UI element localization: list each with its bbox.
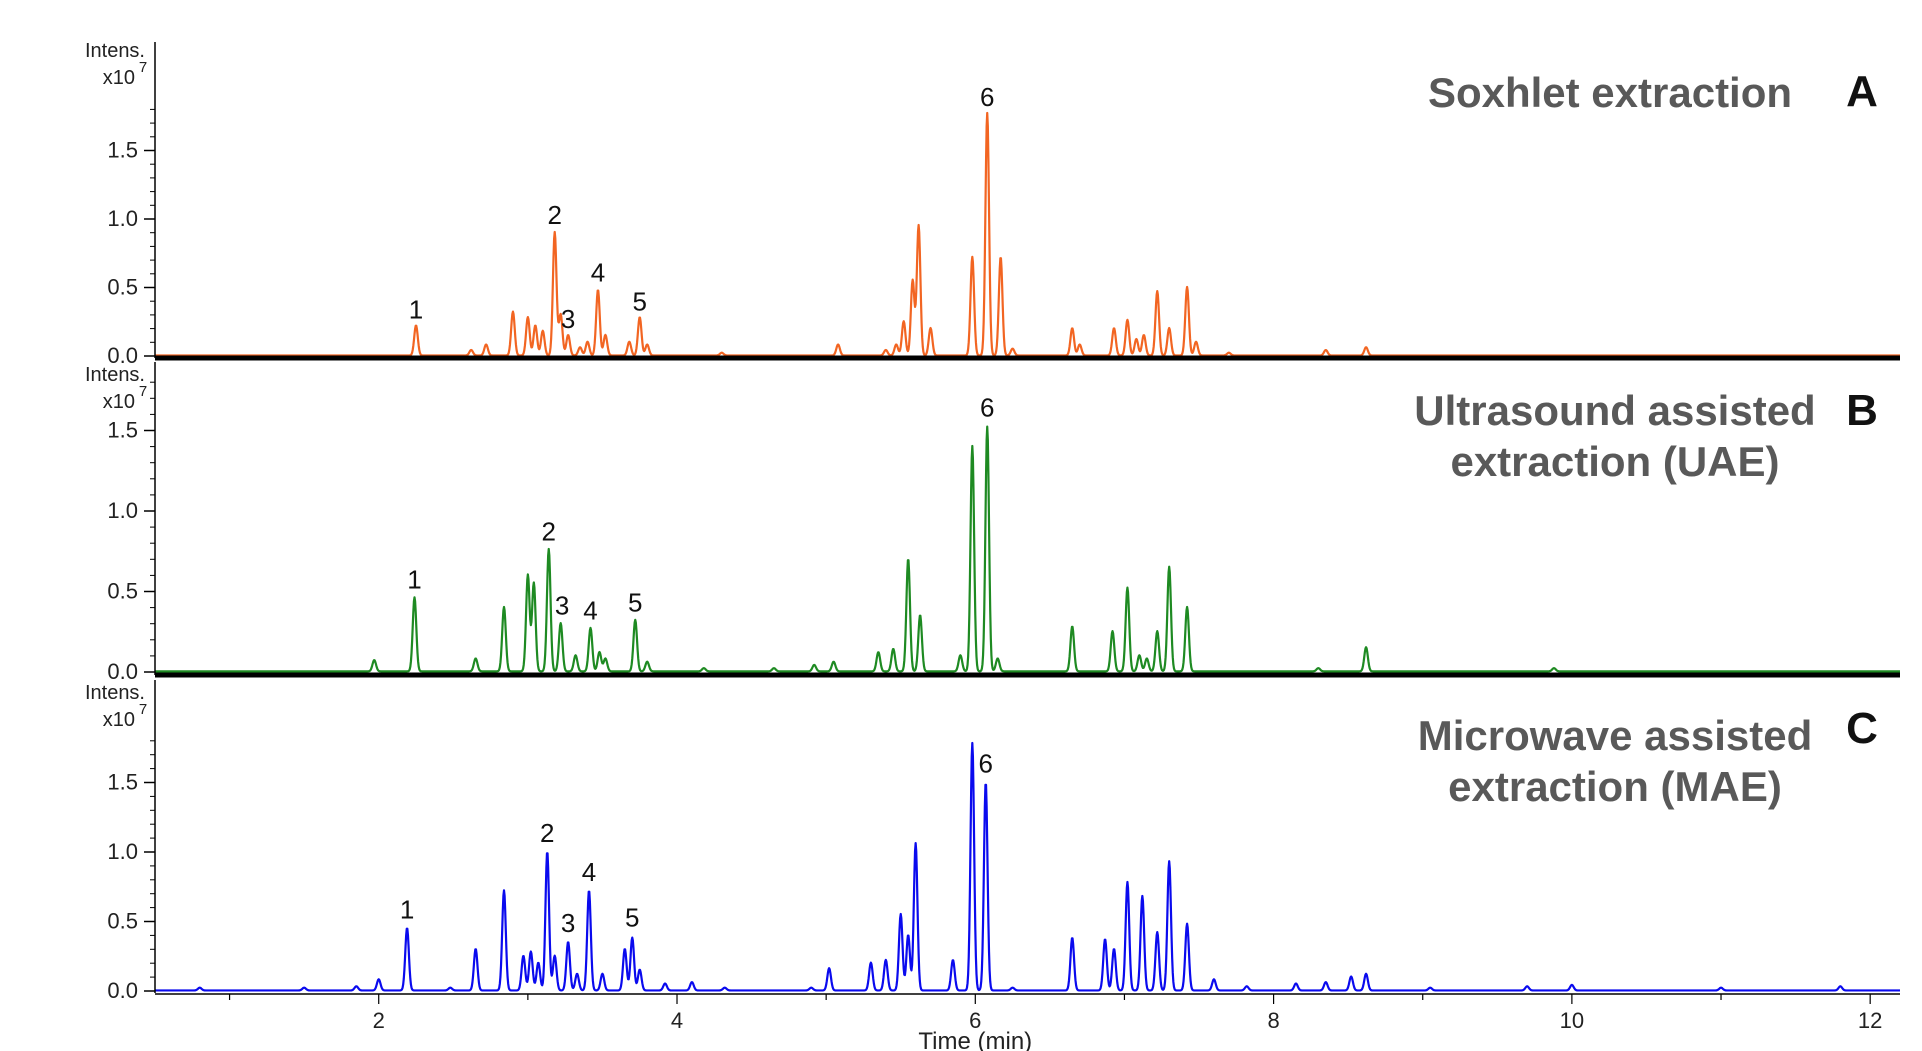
y-tick-label: 0.0	[107, 978, 138, 1003]
y-scale-label: x10	[103, 391, 135, 413]
panel-title-line: extraction (UAE)	[1450, 438, 1779, 485]
y-axis-label: Intens.	[85, 40, 145, 62]
peak-label-5: 5	[625, 903, 639, 933]
y-axis-label: Intens.	[85, 364, 145, 386]
panel-a: 0.0 0.5 1.0 1.5 Intens. x10 7 1 2 345 6 Soxhlet ext…	[85, 40, 1901, 368]
y-tick-label: 1.0	[107, 839, 138, 864]
y-axis-label: Intens.	[85, 682, 145, 704]
series-line-b	[154, 425, 1901, 673]
y-tick-label: 1.0	[107, 206, 138, 231]
y-tick-label: 0.5	[107, 275, 138, 300]
peak-label-3: 3	[555, 590, 569, 620]
panel-letter: C	[1846, 704, 1878, 753]
y-scale-exponent: 7	[139, 383, 147, 400]
peak-label-2: 2	[542, 516, 556, 546]
peak-label-4: 4	[591, 258, 605, 288]
y-scale-exponent: 7	[139, 59, 147, 76]
series-line-a	[154, 111, 1901, 357]
peak-label-6: 6	[980, 392, 994, 422]
x-tick-label: 6	[969, 1008, 981, 1033]
y-tick-label: 0.0	[107, 659, 138, 684]
panel-title-line: Soxhlet extraction	[1428, 69, 1792, 116]
y-tick-label: 1.0	[107, 498, 138, 523]
x-tick-label: 4	[671, 1008, 683, 1033]
peak-label-3: 3	[561, 908, 575, 938]
peak-label-2: 2	[547, 200, 561, 230]
peak-label-1: 1	[409, 294, 423, 324]
peak-label-4: 4	[583, 595, 597, 625]
x-tick-label: 8	[1267, 1008, 1279, 1033]
x-tick-label: 2	[373, 1008, 385, 1033]
peak-label-4: 4	[582, 857, 596, 887]
panel-letter: A	[1846, 67, 1878, 116]
y-scale-label: x10	[103, 709, 135, 731]
y-tick-label: 0.5	[107, 579, 138, 604]
panel-c: 0.0 0.5 1.0 1.5 Intens. x10 7 1 2 345 6 Microwave a…	[85, 680, 1901, 1003]
y-scale-exponent: 7	[139, 701, 147, 718]
y-tick-label: 0.0	[107, 343, 138, 368]
y-tick-label: 1.5	[107, 138, 138, 163]
panel-title-line: extraction (MAE)	[1448, 763, 1782, 810]
peak-label-6: 6	[980, 82, 994, 112]
panel-letter: B	[1846, 386, 1878, 435]
panel-b: 0.0 0.5 1.0 1.5 Intens. x10 7 1 2 3 4 5 6 Ultrasound …	[85, 362, 1901, 684]
peak-label-5: 5	[632, 286, 646, 316]
x-axis: 2 4 6 8 10 12	[155, 993, 1900, 1033]
peak-label-1: 1	[407, 565, 421, 595]
peak-label-2: 2	[540, 818, 554, 848]
x-tick-label: 10	[1560, 1008, 1584, 1033]
y-scale-label: x10	[103, 67, 135, 89]
x-tick-label: 12	[1858, 1008, 1882, 1033]
y-tick-label: 0.5	[107, 909, 138, 934]
panel-title-line: Microwave assisted	[1418, 712, 1813, 759]
panel-title-line: Ultrasound assisted	[1414, 387, 1815, 434]
y-tick-label: 1.5	[107, 418, 138, 443]
peak-label-6: 6	[979, 748, 993, 778]
peak-label-3: 3	[561, 304, 575, 334]
y-tick-label: 1.5	[107, 770, 138, 795]
x-axis-title: Time (min)	[918, 1028, 1032, 1051]
series-line-c	[154, 741, 1901, 992]
peak-label-1: 1	[400, 894, 414, 924]
peak-label-5: 5	[628, 587, 642, 617]
